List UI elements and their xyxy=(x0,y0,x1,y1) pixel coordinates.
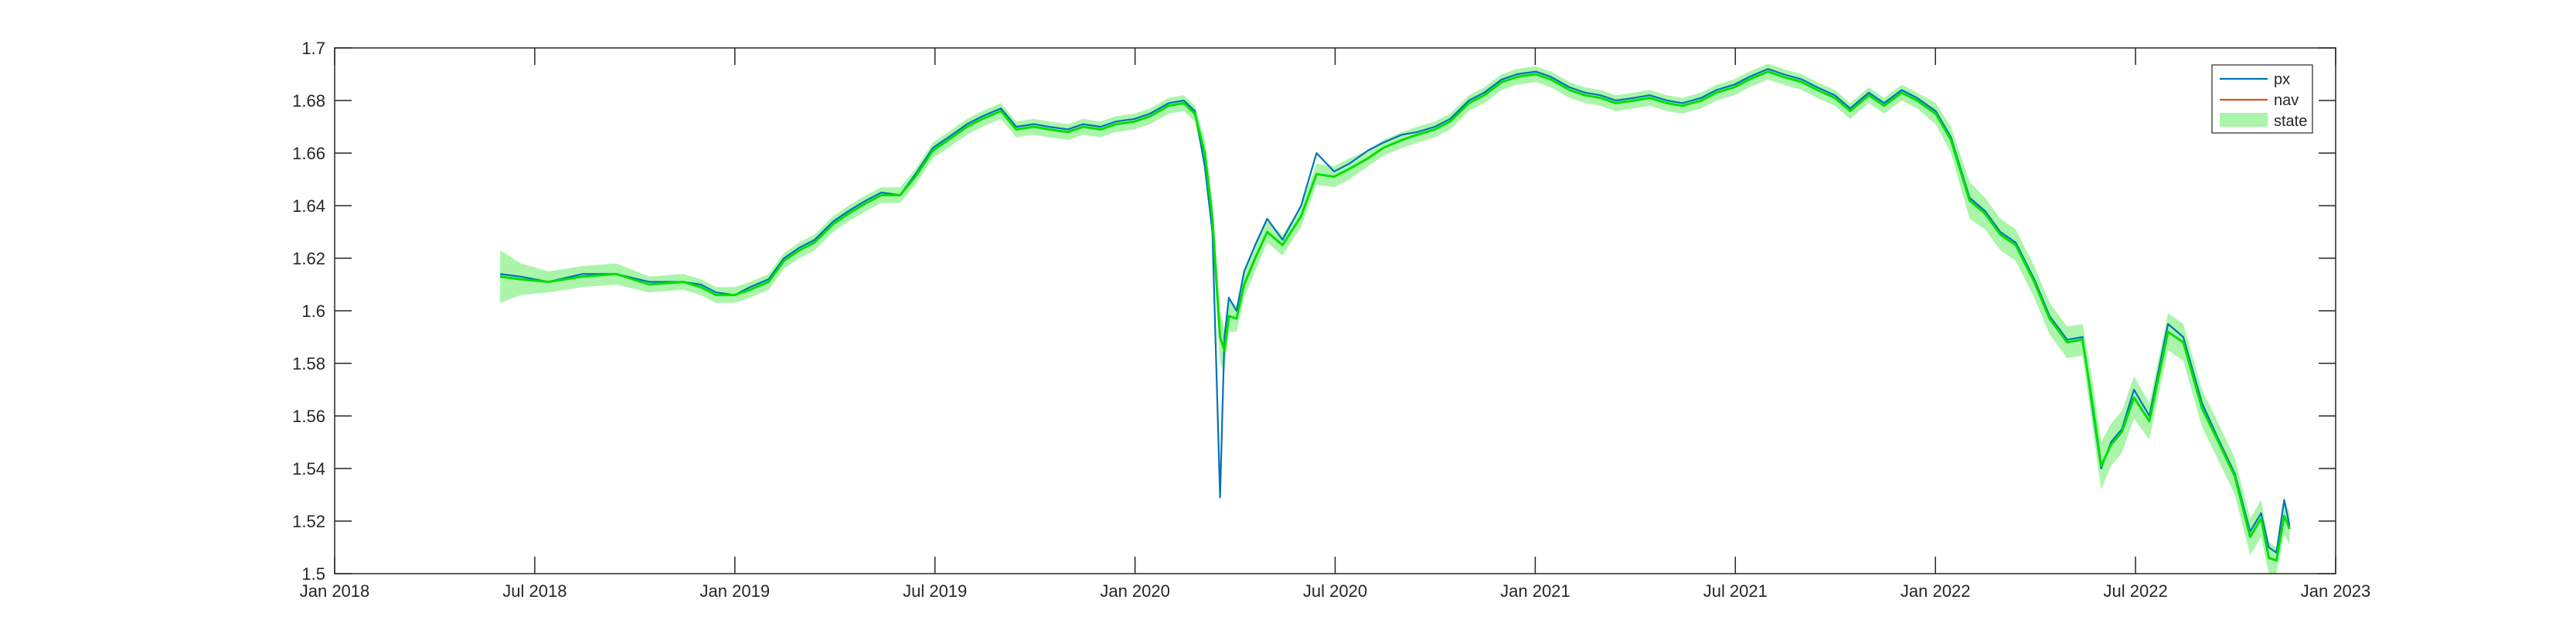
x-tick-label: Jan 2021 xyxy=(1500,581,1570,601)
y-tick-label: 1.7 xyxy=(301,39,325,58)
legend-label-state: state xyxy=(2274,113,2307,130)
y-tick-label: 1.68 xyxy=(292,91,325,111)
legend: px nav state xyxy=(2211,64,2313,134)
legend-label-px: px xyxy=(2274,71,2290,88)
y-tick-label: 1.52 xyxy=(292,512,325,531)
legend-label-nav: nav xyxy=(2274,92,2299,109)
x-tick-label: Jan 2023 xyxy=(2301,581,2371,601)
legend-swatch-state xyxy=(2220,113,2268,127)
y-tick-label: 1.64 xyxy=(292,196,325,216)
x-tick-label: Jan 2020 xyxy=(1100,581,1170,601)
y-tick-label: 1.5 xyxy=(301,564,325,584)
x-tick-label: Jan 2019 xyxy=(700,581,771,601)
series-line-state xyxy=(499,70,2291,562)
x-tick-label: Jan 2022 xyxy=(1901,581,1971,601)
x-tick-label: Jul 2019 xyxy=(903,581,967,601)
y-tick-label: 1.6 xyxy=(301,302,325,321)
x-tick-label: Jul 2021 xyxy=(1703,581,1768,601)
x-tick-label: Jul 2020 xyxy=(1303,581,1367,601)
plot-background xyxy=(335,48,2336,574)
tick-layer: Jan 2018 Jul 2018 Jan 2019 Jul 2019 Jan 2020… xyxy=(292,39,2370,601)
y-tick-label: 1.62 xyxy=(292,249,325,268)
x-tick-label: Jul 2018 xyxy=(502,581,567,601)
y-tick-label: 1.54 xyxy=(292,459,325,479)
x-tick-label: Jan 2018 xyxy=(300,581,370,601)
y-tick-label: 1.58 xyxy=(292,354,325,373)
x-tick-label: Jul 2022 xyxy=(2104,581,2168,601)
y-tick-label: 1.56 xyxy=(292,407,325,426)
y-tick-label: 1.66 xyxy=(292,144,325,163)
series-layer xyxy=(499,68,2291,562)
